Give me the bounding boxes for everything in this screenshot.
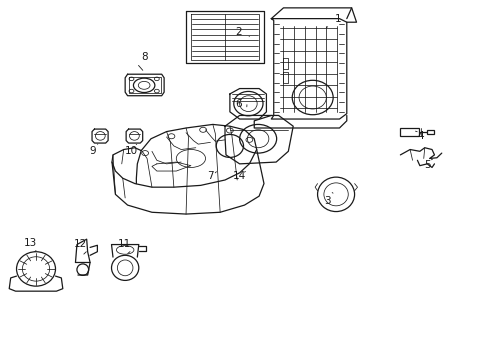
Bar bbox=[427, 130, 433, 134]
Text: 14: 14 bbox=[232, 171, 246, 181]
Text: 11: 11 bbox=[117, 239, 131, 249]
Bar bbox=[400, 128, 418, 136]
Text: 4: 4 bbox=[417, 131, 423, 141]
Text: 13: 13 bbox=[23, 238, 37, 248]
Text: 5: 5 bbox=[423, 160, 429, 170]
Text: 3: 3 bbox=[324, 196, 330, 206]
Text: 10: 10 bbox=[124, 145, 138, 156]
Text: 1: 1 bbox=[334, 14, 341, 24]
Text: 9: 9 bbox=[89, 145, 96, 156]
Text: 2: 2 bbox=[235, 27, 242, 37]
Text: 8: 8 bbox=[141, 52, 148, 62]
Text: 12: 12 bbox=[74, 239, 87, 249]
Text: 6: 6 bbox=[235, 99, 242, 109]
Text: 7: 7 bbox=[206, 171, 213, 181]
